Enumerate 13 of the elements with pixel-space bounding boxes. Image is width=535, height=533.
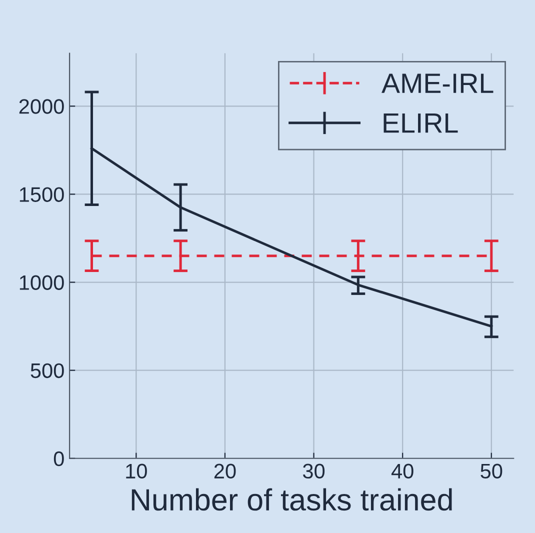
x-tick-label: 10 [126, 464, 147, 479]
legend-label: ELIRL [384, 114, 458, 133]
x-tick-label: 40 [391, 464, 414, 479]
x-tick-label: 30 [302, 464, 325, 479]
legend-label: AME-IRL [382, 74, 494, 93]
x-tick-label: 20 [214, 464, 236, 479]
y-tick-label: 0 [54, 451, 64, 466]
y-tick-label: 1500 [20, 187, 64, 202]
x-axis-title: Number of tasks trained [132, 488, 452, 511]
y-tick-label: 500 [30, 363, 64, 378]
y-tick-label: 1000 [20, 275, 64, 290]
y-tick-label: 2000 [19, 99, 64, 114]
x-tick-label: 50 [480, 464, 502, 479]
